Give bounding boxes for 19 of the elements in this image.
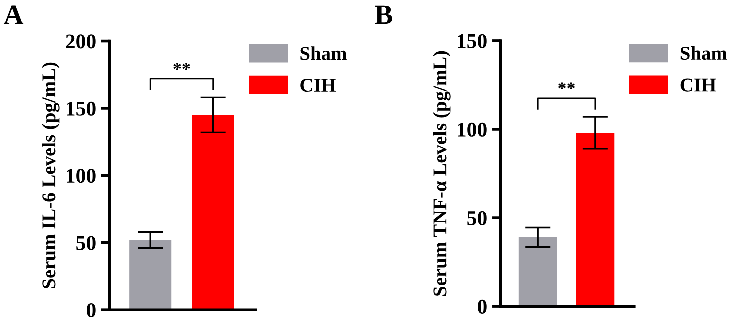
y-tick-label: 200 [66,34,96,49]
chart-title: B [375,6,392,24]
y-tick-label: 0 [87,303,96,318]
y-tick-label: 150 [458,34,487,48]
legend-label: Sham [680,46,728,60]
chart-title: A [4,6,24,24]
y-tick-label: 150 [67,102,96,116]
y-tick-label: 50 [76,236,96,250]
y-tick-label: 50 [468,211,487,226]
annotation: ** [558,82,576,90]
legend-label: Sham [300,46,347,60]
annotation: ** [174,63,190,70]
legend-label: CIH [680,78,716,92]
y-tick-label: 0 [478,300,487,314]
y-axis-title: Serum IL-6 Levels (pg/mL) [42,62,60,288]
y-tick-label: 100 [67,169,96,184]
legend-label: CIH [300,78,336,92]
y-tick-label: 100 [458,122,487,137]
y-axis-title: Serum TNF-α Levels (pg/mL) [433,51,451,296]
